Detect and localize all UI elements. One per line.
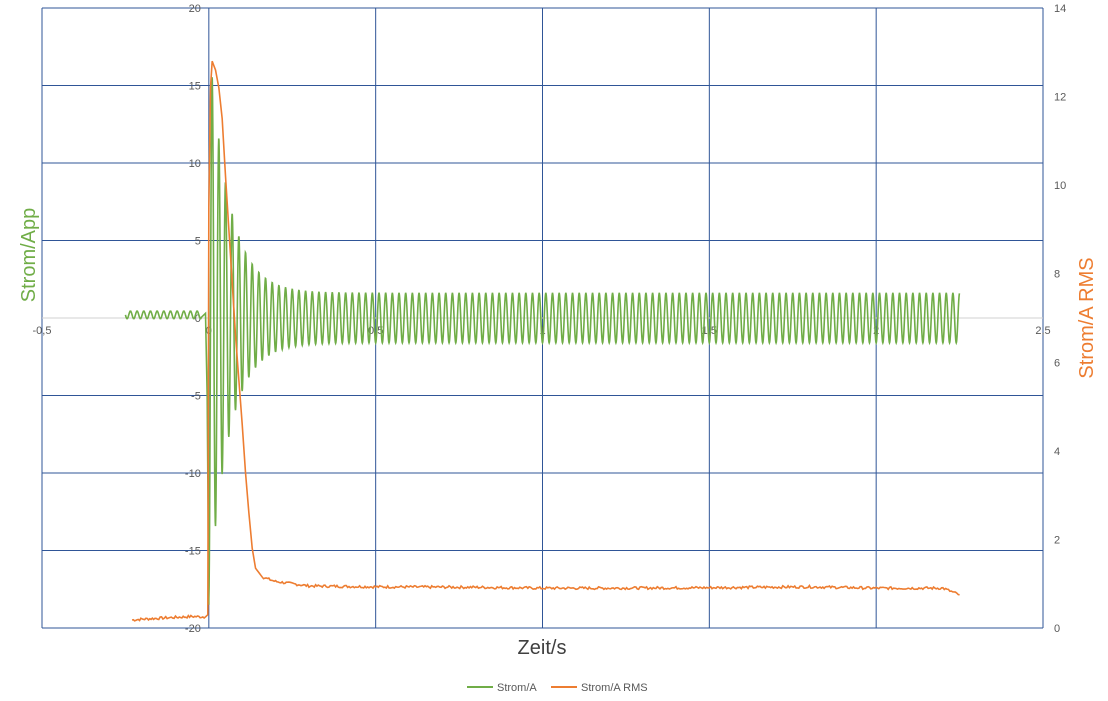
x-tick-label: 1 xyxy=(539,325,545,337)
x-tick-label: 1,5 xyxy=(702,325,717,337)
secondary-y-tick-label: 2 xyxy=(1054,534,1060,546)
x-tick-label: 0,5 xyxy=(368,325,383,337)
series-line-strom-a xyxy=(124,77,961,605)
secondary-y-axis-title: Strom/A RMS xyxy=(1076,257,1098,378)
legend-label-strom-a-rms: Strom/A RMS xyxy=(581,682,648,694)
x-axis-tick-labels: -0,5 0 0,5 1 1,5 2 2,5 xyxy=(33,325,1051,337)
series-line-strom-a-rms xyxy=(131,60,960,622)
secondary-y-tick-label: 10 xyxy=(1054,180,1066,192)
y-axis-tick-labels: -20 -15 -10 -5 0 5 10 15 20 xyxy=(185,3,201,635)
y-tick-label: 10 xyxy=(189,158,201,170)
x-tick-label: -0,5 xyxy=(33,325,52,337)
y-tick-label: 5 xyxy=(195,236,201,248)
secondary-y-tick-label: 14 xyxy=(1054,3,1066,15)
gridlines xyxy=(41,7,1044,629)
secondary-y-tick-label: 4 xyxy=(1054,446,1060,458)
y-axis-title: Strom/App xyxy=(18,208,40,302)
secondary-y-tick-label: 6 xyxy=(1054,357,1060,369)
y-tick-label: -5 xyxy=(191,391,201,403)
x-tick-label: 2 xyxy=(873,325,879,337)
legend-label-strom-a: Strom/A xyxy=(497,682,537,694)
y-tick-label: -20 xyxy=(185,623,201,635)
y-tick-label: 15 xyxy=(189,81,201,93)
secondary-y-tick-label: 8 xyxy=(1054,269,1060,281)
x-axis-title: Zeit/s xyxy=(518,637,567,659)
secondary-y-tick-label: 12 xyxy=(1054,92,1066,104)
secondary-y-tick-label: 0 xyxy=(1054,623,1060,635)
x-tick-label: 2,5 xyxy=(1035,325,1050,337)
y-tick-label: 0 xyxy=(195,313,201,325)
series-layer xyxy=(124,60,961,622)
secondary-y-axis-tick-labels: 0 2 4 6 8 10 12 14 xyxy=(1054,3,1066,635)
y-tick-label: -15 xyxy=(185,546,201,558)
y-tick-label: 20 xyxy=(189,3,201,15)
legend: Strom/A Strom/A RMS xyxy=(467,682,648,694)
y-tick-label: -10 xyxy=(185,468,201,480)
